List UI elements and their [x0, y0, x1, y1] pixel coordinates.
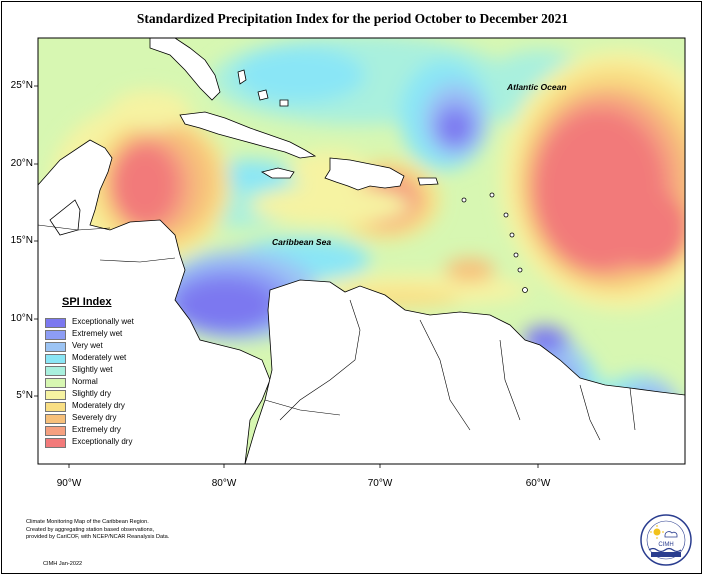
legend-swatch: [45, 426, 66, 436]
credit-line-3: provided by CariCOF, with NCEP/NCAR Rean…: [26, 534, 170, 540]
credit-line-1: Climate Monitoring Map of the Caribbean …: [26, 519, 149, 525]
legend-label: Moderately wet: [72, 353, 127, 362]
legend-label: Severely dry: [72, 413, 117, 422]
lat-tick-20: 20°N: [10, 158, 33, 169]
legend-swatch: [45, 330, 66, 340]
spi-field-moderately-wet: [235, 47, 365, 103]
map-border: [37, 37, 686, 465]
legend-label: Slightly wet: [72, 365, 113, 374]
legend-title: SPI Index: [62, 296, 112, 308]
credit-line-2: Created by aggregating station based obs…: [26, 526, 155, 533]
lon-tick-60: 60°W: [525, 478, 551, 489]
legend-label: Very wet: [72, 341, 103, 350]
credit-text: Climate Monitoring Map of the Caribbean …: [26, 519, 226, 542]
legend-label: Moderately dry: [72, 401, 125, 410]
spi-field-exceptionally-wet: [439, 112, 471, 144]
legend-label: Extremely dry: [72, 425, 121, 434]
legend-label: Normal: [72, 377, 98, 386]
legend-label: Extremely wet: [72, 329, 123, 338]
spi-field-exceptionally-dry: [113, 145, 177, 225]
legend-swatch: [45, 378, 66, 388]
lon-tick-70: 70°W: [367, 478, 393, 489]
legend-swatch: [45, 342, 66, 352]
lat-tick-10: 10°N: [10, 313, 33, 324]
lat-tick-15: 15°N: [10, 235, 33, 246]
cloud-icon: [664, 531, 678, 538]
lat-tick-5: 5°N: [16, 390, 33, 401]
cimh-logo: CIMH: [640, 514, 692, 566]
borders: [38, 224, 636, 441]
lat-tick-25: 25°N: [10, 80, 33, 91]
legend-swatch: [45, 402, 66, 412]
tick-marks: [34, 85, 539, 468]
legend-swatch: [45, 366, 66, 376]
legend-label: Exceptionally wet: [72, 317, 134, 326]
legend-swatch: [45, 414, 66, 424]
legend-swatch: [45, 354, 66, 364]
caribbean-sea-label: Caribbean Sea: [272, 237, 332, 247]
date-stamp: CIMH Jan-2022: [43, 561, 83, 567]
lon-tick-80: 80°W: [211, 478, 237, 489]
map-title: Standardized Precipitation Index for the…: [136, 11, 569, 26]
lon-tick-90: 90°W: [56, 478, 82, 489]
sun-icon: [650, 525, 664, 539]
legend-swatch: [45, 318, 66, 328]
legend-label: Exceptionally dry: [72, 437, 133, 446]
legend-swatch: [45, 438, 66, 448]
legend-swatch: [45, 390, 66, 400]
logo-text: CIMH: [658, 542, 673, 548]
land: [38, 38, 685, 464]
wave-icon: [648, 547, 682, 553]
atlantic-ocean-label: Atlantic Ocean: [507, 82, 567, 92]
legend-label: Slightly dry: [72, 389, 112, 398]
